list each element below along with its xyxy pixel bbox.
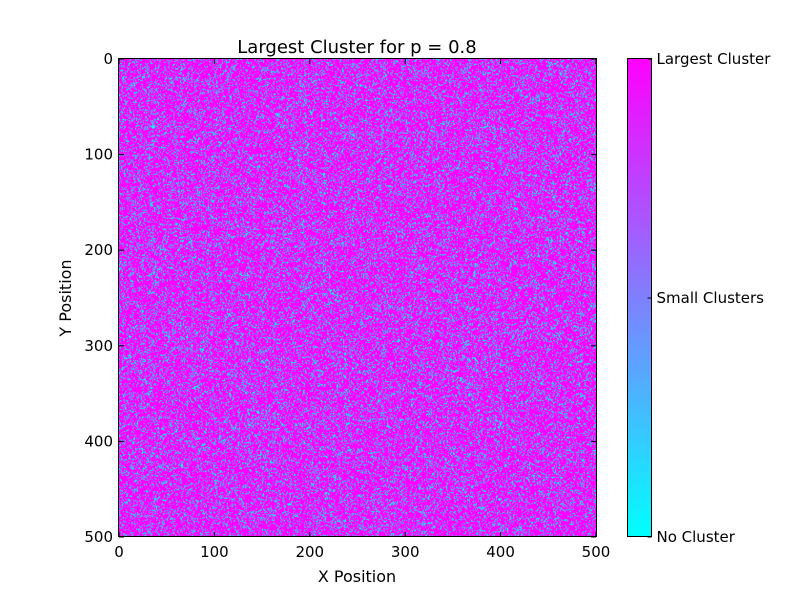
y-tick-label: 400 [84,432,113,450]
x-axis-ticks: 0 100 200 300 400 500 [114,59,610,561]
x-tick-label: 300 [391,543,420,561]
x-tick-label: 200 [295,543,324,561]
y-axis-label: Y Position [56,259,75,337]
x-tick-label: 100 [200,543,229,561]
y-tick-label: 500 [84,528,113,546]
chart-title: Largest Cluster for p = 0.8 [237,37,476,58]
y-axis-ticks: 0 100 200 300 400 500 [84,50,596,546]
x-tick-label: 500 [582,543,611,561]
y-tick-label: 300 [84,337,113,355]
y-tick-label: 200 [84,241,113,259]
heatmap-image [119,59,596,537]
x-tick-label: 0 [114,543,124,561]
colorbar-ticks: No Cluster Small Clusters Largest Cluster [647,50,772,546]
colorbar-label: Largest Cluster [657,50,772,68]
y-tick-label: 0 [103,50,113,68]
x-axis-label: X Position [318,567,396,586]
x-tick-label: 400 [486,543,515,561]
plot-frame [118,58,597,537]
y-tick-label: 100 [84,146,113,164]
colorbar-label: No Cluster [657,528,736,546]
colorbar-label: Small Clusters [657,289,765,307]
